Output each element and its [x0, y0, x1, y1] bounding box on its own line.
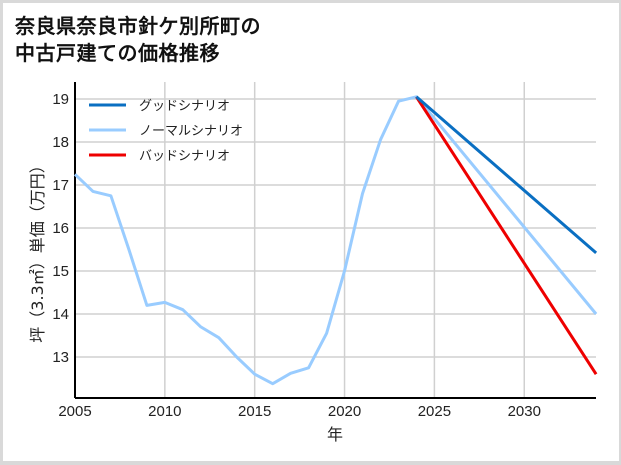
y-tick-label: 13 — [52, 349, 69, 366]
series-line-bad — [415, 95, 598, 376]
y-axis-label: 坪（3.3㎡）単価（万円） — [28, 157, 47, 342]
x-tick-label: 2015 — [238, 403, 271, 420]
chart-frame: 奈良県奈良市針ケ別所町の 中古戸建ての価格推移 — [3, 3, 619, 461]
y-tick-label: 18 — [52, 134, 69, 151]
series-line-good — [415, 95, 598, 255]
x-tick-label: 2020 — [328, 403, 361, 420]
legend-label: バッドシナリオ — [139, 149, 230, 164]
x-axis-label: 年 — [327, 425, 343, 444]
chart-title-line1: 奈良県奈良市針ケ別所町の — [15, 14, 261, 38]
y-tick-label: 15 — [52, 263, 69, 280]
y-tick-label: 16 — [52, 220, 69, 237]
chart-title: 奈良県奈良市針ケ別所町の 中古戸建ての価格推移 — [15, 13, 261, 67]
x-tick-label: 2025 — [418, 403, 451, 420]
x-tick-label: 2030 — [508, 403, 541, 420]
legend-label: グッドシナリオ — [139, 99, 230, 114]
chart-title-line2: 中古戸建ての価格推移 — [15, 41, 220, 65]
legend-label: ノーマルシナリオ — [139, 124, 243, 139]
x-tick-label: 2005 — [58, 403, 91, 420]
y-tick-label: 14 — [52, 306, 69, 323]
x-tick-label: 2010 — [148, 403, 181, 420]
series-line-normal — [73, 95, 598, 386]
y-tick-label: 19 — [52, 91, 69, 108]
y-tick-label: 17 — [52, 177, 69, 194]
